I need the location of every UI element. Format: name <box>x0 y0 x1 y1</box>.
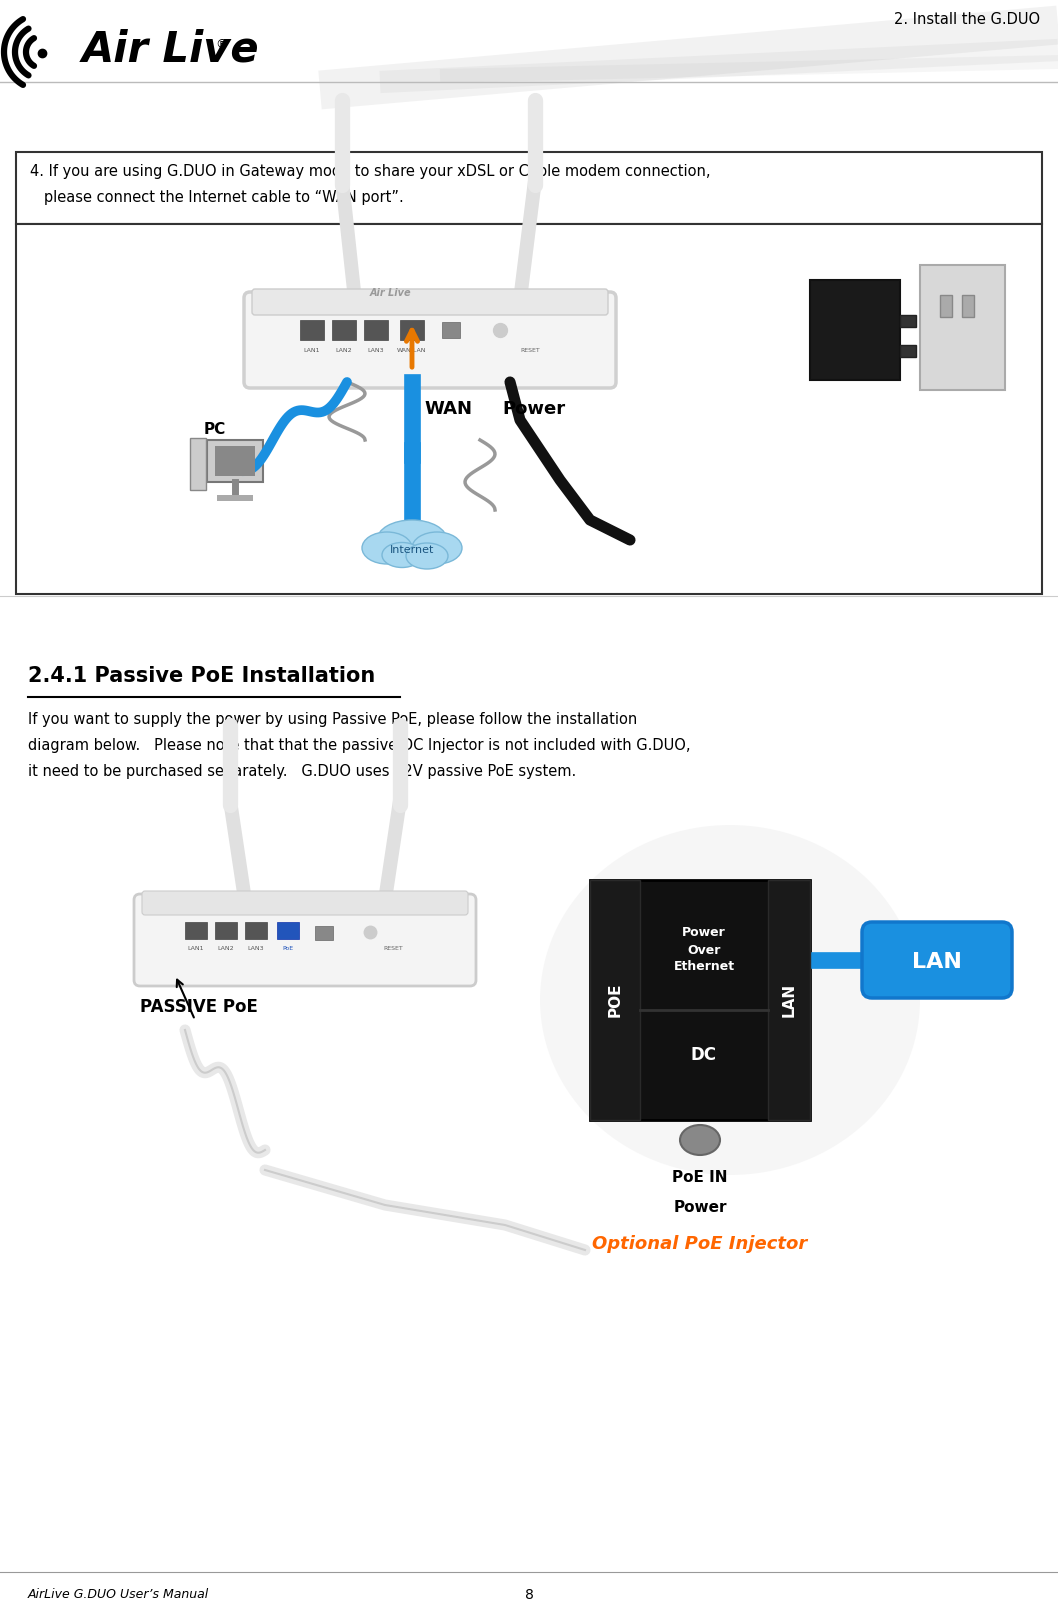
Bar <box>940 295 952 318</box>
Text: LAN1: LAN1 <box>187 946 204 951</box>
Ellipse shape <box>412 531 462 564</box>
Text: LAN3: LAN3 <box>368 348 384 353</box>
Text: AirLive G.DUO User’s Manual: AirLive G.DUO User’s Manual <box>28 1588 209 1601</box>
Text: PC: PC <box>204 421 226 437</box>
Ellipse shape <box>406 543 448 569</box>
Bar <box>900 314 916 327</box>
Bar <box>332 321 355 340</box>
Bar <box>190 437 206 489</box>
Text: 4. If you are using G.DUO in Gateway mode to share your xDSL or Cable modem conn: 4. If you are using G.DUO in Gateway mod… <box>30 164 711 178</box>
Bar <box>215 446 255 476</box>
FancyBboxPatch shape <box>244 292 616 389</box>
Text: POE: POE <box>607 983 622 1017</box>
Bar <box>900 345 916 356</box>
Text: Power: Power <box>673 1200 727 1215</box>
FancyBboxPatch shape <box>134 894 476 987</box>
Bar <box>962 295 974 318</box>
Bar <box>400 321 424 340</box>
Text: WAN: WAN <box>424 400 472 418</box>
Text: RESET: RESET <box>519 348 540 353</box>
Ellipse shape <box>377 520 446 561</box>
Bar <box>315 927 333 940</box>
Bar <box>768 880 810 1119</box>
FancyBboxPatch shape <box>862 922 1013 998</box>
Ellipse shape <box>540 825 920 1174</box>
Text: Power
Over
Ethernet: Power Over Ethernet <box>674 927 734 974</box>
Ellipse shape <box>382 543 422 567</box>
FancyBboxPatch shape <box>252 288 608 314</box>
Bar <box>16 152 1042 224</box>
Bar <box>215 922 237 940</box>
Bar <box>442 322 460 339</box>
Text: Internet: Internet <box>389 544 434 556</box>
Bar <box>277 922 299 940</box>
Text: Power: Power <box>501 400 565 418</box>
Text: ®: ® <box>215 37 227 50</box>
Bar <box>217 496 253 501</box>
Text: If you want to supply the power by using Passive PoE, please follow the installa: If you want to supply the power by using… <box>28 713 637 727</box>
Text: Air Live: Air Live <box>369 288 411 298</box>
Text: please connect the Internet cable to “WAN port”.: please connect the Internet cable to “WA… <box>30 190 404 206</box>
Text: LAN1: LAN1 <box>304 348 321 353</box>
Bar <box>300 321 324 340</box>
Text: LAN2: LAN2 <box>218 946 234 951</box>
Text: LAN: LAN <box>912 953 962 972</box>
Text: LAN: LAN <box>782 983 797 1017</box>
Text: LAN2: LAN2 <box>335 348 352 353</box>
Text: DC: DC <box>691 1047 717 1064</box>
Bar <box>810 280 900 381</box>
Bar <box>207 441 263 483</box>
Text: diagram below.   Please note that that the passive DC Injector is not included w: diagram below. Please note that that the… <box>28 739 691 753</box>
FancyBboxPatch shape <box>142 891 468 915</box>
Bar <box>185 922 207 940</box>
Text: PoE: PoE <box>282 946 293 951</box>
Text: 2.4.1 Passive PoE Installation: 2.4.1 Passive PoE Installation <box>28 666 376 685</box>
Text: Optional PoE Injector: Optional PoE Injector <box>592 1234 807 1252</box>
Text: it need to be purchased separately.   G.DUO uses 12V passive PoE system.: it need to be purchased separately. G.DU… <box>28 765 577 779</box>
Text: WAN/LAN: WAN/LAN <box>397 348 426 353</box>
Bar <box>364 321 388 340</box>
Bar <box>590 880 640 1119</box>
Bar <box>245 922 267 940</box>
Text: RESET: RESET <box>383 946 403 951</box>
Text: Air Live: Air Live <box>83 28 259 70</box>
Text: 2. Install the G.DUO: 2. Install the G.DUO <box>894 11 1040 28</box>
Ellipse shape <box>680 1124 720 1155</box>
Text: LAN3: LAN3 <box>248 946 264 951</box>
Ellipse shape <box>362 531 412 564</box>
Bar <box>590 880 810 1119</box>
Text: PASSIVE PoE: PASSIVE PoE <box>140 998 258 1016</box>
Bar <box>16 224 1042 595</box>
Bar <box>920 266 1005 390</box>
Text: 8: 8 <box>525 1588 533 1602</box>
Text: PoE IN: PoE IN <box>672 1170 728 1184</box>
